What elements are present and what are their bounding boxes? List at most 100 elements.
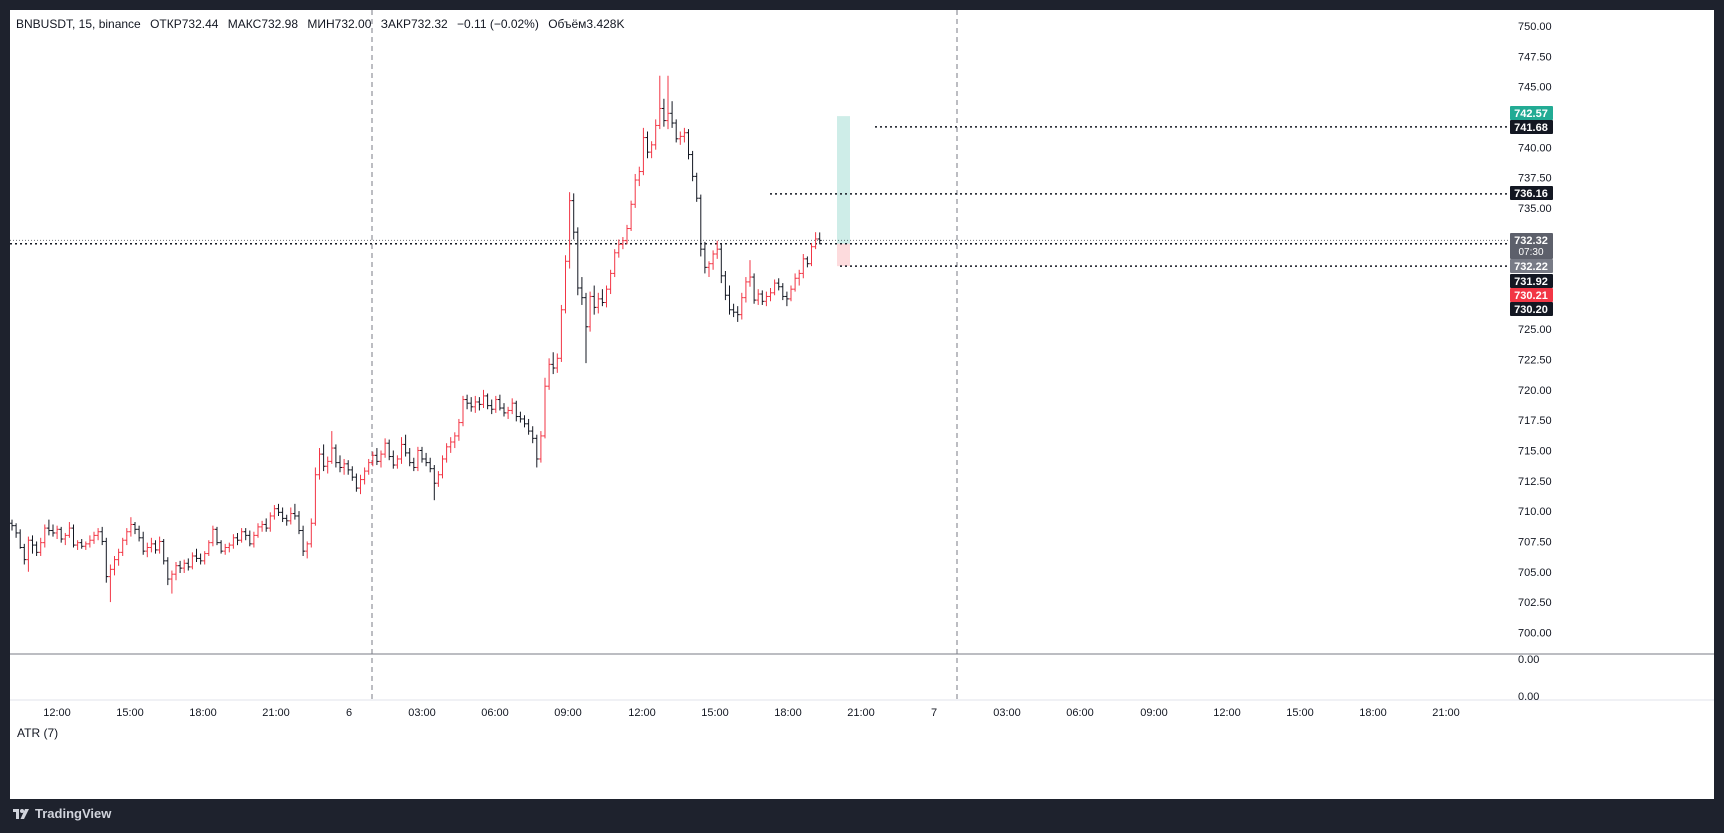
ohlc-bar [411,457,416,472]
ohlc-bar [370,451,375,467]
ohlc-bar [198,553,203,565]
time-axis-tick-label: 03:00 [993,707,1021,719]
ohlc-bar [805,256,810,268]
price-axis-label: 742.57 [1510,106,1553,120]
ohlc-bar [653,119,658,150]
ohlc-bar [456,418,461,441]
ohlc-bar [735,306,740,322]
ohlc-bar [497,394,502,411]
ohlc-bar [534,434,539,468]
ohlc-bar [165,557,170,586]
ohlc-bar [485,393,490,410]
ohlc-bar [518,411,523,423]
ohlc-bar [350,466,355,481]
ohlc-bar [584,292,588,364]
ohlc-bar [707,261,711,278]
price-axis-tick-label: 740.00 [1518,142,1552,154]
ohlc-bar [752,273,757,304]
time-axis-tick-label: 18:00 [189,707,217,719]
time-axis-tick-label: 12:00 [628,707,656,719]
ohlc-bar [317,448,322,480]
ohlc-bar [608,269,613,295]
tradingview-brand[interactable]: TradingView [12,806,111,821]
ohlc-bar [268,512,273,532]
ohlc-bar [649,141,654,159]
ohlc-bar [247,530,252,547]
time-axis-tick-label: 21:00 [262,707,290,719]
price-axis-label: 730.21 [1510,288,1553,302]
stop-zone-box [837,243,850,267]
price-axis-label-bg [1510,302,1553,316]
ohlc-bar [764,291,769,307]
price-axis-label-bg [1510,120,1553,134]
ohlc-bar [702,241,707,274]
symbol-title[interactable]: BNBUSDT, 15, binance [16,17,141,31]
ohlc-bar [264,518,269,532]
time-axis-tick-label: 06:00 [1066,707,1094,719]
low-value: МИН732.00 [307,17,372,31]
ohlc-bar [120,537,125,556]
ohlc-bar [448,437,453,453]
price-axis-label-bg [1510,186,1553,200]
ohlc-bar [678,131,683,145]
ohlc-bar [559,304,564,362]
brand-name: TradingView [35,806,112,821]
ohlc-bar [526,418,531,435]
ohlc-bar [776,278,781,291]
close-value: ЗАКР732.32 [380,17,448,31]
ohlc-bar [715,240,720,259]
ohlc-bar [784,291,789,307]
atr-indicator-label[interactable]: ATR (7) [17,726,59,740]
ohlc-bar [420,446,424,463]
ohlc-bar [92,531,96,544]
ohlc-bar [780,283,785,301]
ohlc-bar [280,507,285,523]
ohlc-bar [325,456,330,474]
ohlc-bar [797,269,802,286]
ohlc-bar [223,543,228,555]
volume-value: Объём3.428K [548,17,625,31]
time-axis-tick-label: 6 [346,707,352,719]
ohlc-bar [75,540,80,550]
ohlc-bar [579,277,584,305]
ohlc-bar [141,531,146,555]
ohlc-bar [444,443,449,463]
ohlc-bar [149,537,154,553]
ohlc-bar [346,460,351,475]
ohlc-bar [71,524,76,548]
ohlc-bar [547,358,552,390]
ohlc-bar [625,224,629,245]
time-axis-tick-label: 21:00 [847,707,875,719]
change-value: −0.11 (−0.02%) [457,17,539,31]
ohlc-bar [272,505,277,520]
price-axis-tick-label: 700.00 [1518,627,1552,639]
ohlc-bar [182,559,187,573]
ohlc-bar [260,520,265,532]
time-axis-tick-label: 7 [931,707,937,719]
ohlc-bar [186,558,191,571]
ohlc-bar [79,539,84,549]
ohlc-bar [522,415,527,428]
ohlc-bar [731,303,736,318]
ohlc-bar [38,537,43,556]
ohlc-bar [63,532,68,546]
time-axis-tick-label: 15:00 [701,707,729,719]
ohlc-bar [674,119,679,143]
ohlc-bar [194,548,199,563]
price-axis-label-value: 736.16 [1514,188,1548,200]
price-axis-tick-label: 737.50 [1518,173,1552,185]
ohlc-bar [670,101,675,128]
price-axis-tick-label: 750.00 [1518,21,1552,33]
price-axis-label-countdown: 07:30 [1518,247,1543,258]
time-axis-tick-label: 03:00 [408,707,436,719]
ohlc-bar [46,519,51,536]
ohlc-bar [112,555,117,576]
ohlc-bar [629,200,634,231]
ohlc-bar [743,277,748,303]
price-axis-tick-label: 747.50 [1518,51,1552,63]
ohlc-bar [235,532,240,546]
ohlc-bar [366,458,371,475]
ohlc-bar [551,352,556,375]
atr-scale-label: 0.00 [1518,691,1539,703]
